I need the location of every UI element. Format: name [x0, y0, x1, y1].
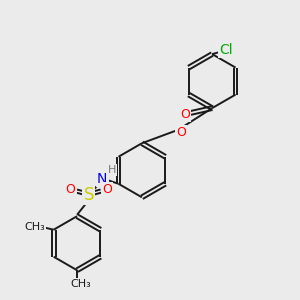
Text: S: S [83, 186, 94, 204]
Text: CH₃: CH₃ [71, 279, 92, 289]
Text: H: H [108, 165, 116, 175]
Text: O: O [66, 183, 76, 196]
Text: O: O [180, 108, 190, 121]
Text: O: O [176, 127, 186, 140]
Text: CH₃: CH₃ [24, 222, 45, 232]
Text: Cl: Cl [219, 43, 232, 57]
Text: O: O [102, 183, 112, 196]
Text: N: N [97, 172, 107, 186]
